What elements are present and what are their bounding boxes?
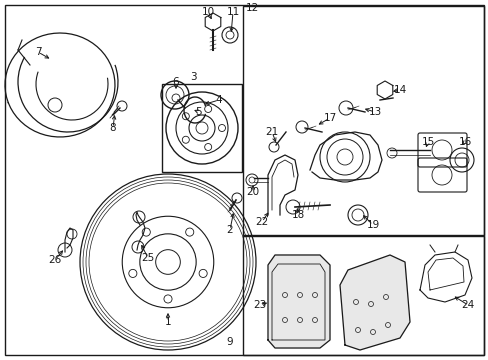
Text: 5: 5 xyxy=(195,107,202,117)
Text: 12: 12 xyxy=(245,3,258,13)
Text: 14: 14 xyxy=(392,85,406,95)
Text: 6: 6 xyxy=(172,77,179,87)
Text: 9: 9 xyxy=(226,337,233,347)
Text: 1: 1 xyxy=(164,317,171,327)
Text: 26: 26 xyxy=(48,255,61,265)
Text: 2: 2 xyxy=(226,225,233,235)
Text: 8: 8 xyxy=(109,123,116,133)
Bar xyxy=(243,6,483,235)
Text: 20: 20 xyxy=(246,187,259,197)
Text: 22: 22 xyxy=(255,217,268,227)
Text: 15: 15 xyxy=(421,137,434,147)
Text: 17: 17 xyxy=(323,113,336,123)
Text: 10: 10 xyxy=(201,7,214,17)
Bar xyxy=(243,236,483,355)
Text: 19: 19 xyxy=(366,220,379,230)
Bar xyxy=(162,84,242,172)
Text: 16: 16 xyxy=(457,137,470,147)
Text: 25: 25 xyxy=(141,253,154,263)
Text: 7: 7 xyxy=(35,47,41,57)
Text: 23: 23 xyxy=(253,300,266,310)
Text: 11: 11 xyxy=(226,7,239,17)
Text: 4: 4 xyxy=(215,95,222,105)
Text: 24: 24 xyxy=(461,300,474,310)
Text: 3: 3 xyxy=(189,72,196,82)
Polygon shape xyxy=(339,255,409,350)
Text: 13: 13 xyxy=(367,107,381,117)
Text: 21: 21 xyxy=(265,127,278,137)
Polygon shape xyxy=(267,255,329,348)
Text: 18: 18 xyxy=(291,210,304,220)
